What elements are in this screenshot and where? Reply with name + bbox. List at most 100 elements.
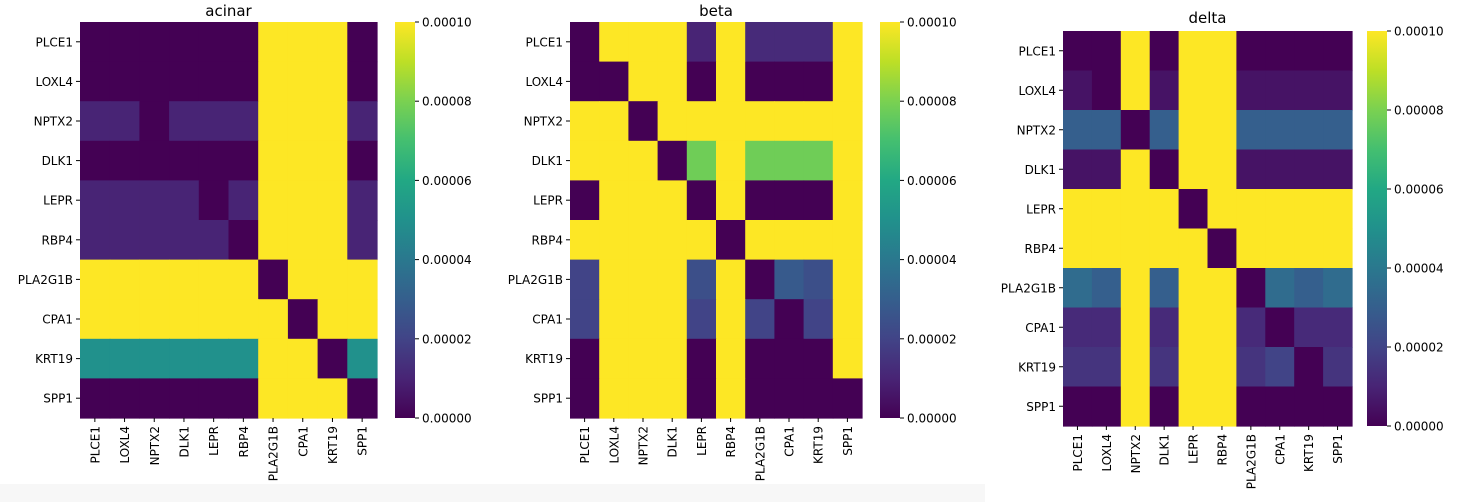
heatmap-cell <box>1178 347 1209 388</box>
heatmap-cell <box>599 22 629 63</box>
heatmap-cell <box>287 220 319 261</box>
heatmap-cell <box>169 22 200 63</box>
heatmap-cell <box>657 299 688 340</box>
colorbar-tick-label: 0.00002 <box>422 332 472 346</box>
heatmap-cell <box>745 338 775 379</box>
heatmap-cell <box>1294 189 1324 230</box>
heatmap-cell <box>1236 31 1266 72</box>
x-tick-label: PLCE1 <box>88 426 102 464</box>
heatmap-cell <box>1063 268 1093 309</box>
heatmap-cell <box>1236 347 1266 388</box>
heatmap-cell <box>198 22 230 63</box>
heatmap-cell <box>1265 149 1295 190</box>
heatmap-cell <box>1236 268 1266 309</box>
heatmap-cell <box>347 338 378 379</box>
heatmap-cell <box>599 140 629 181</box>
heatmap-cell <box>1323 31 1353 72</box>
heatmap-cell <box>287 101 319 142</box>
heatmap-cell <box>1149 189 1180 230</box>
x-tick-label: DLK1 <box>666 426 680 457</box>
heatmap-cell <box>169 101 200 142</box>
colorbar-tick-label: 0.00010 <box>1394 25 1444 39</box>
heatmap-cell <box>1120 189 1151 230</box>
heatmap-cell <box>832 220 863 261</box>
colorbar-tick-label: 0.00000 <box>907 412 957 426</box>
colorbar-tick-label: 0.00008 <box>1394 104 1444 118</box>
heatmap-cell <box>347 61 378 102</box>
heatmap-cell <box>347 220 378 261</box>
heatmap-cell <box>745 378 775 419</box>
heatmap-cell <box>1265 70 1295 111</box>
heatmap-cell <box>1149 268 1180 309</box>
heatmap-cell <box>774 378 805 419</box>
x-tick-label: DLK1 <box>177 426 191 457</box>
heatmap-cell <box>832 378 863 419</box>
y-tick-label: CPA1 <box>1025 321 1056 335</box>
heatmap-cell <box>317 180 348 221</box>
y-tick-label: DLK1 <box>42 154 73 168</box>
x-tick-label: KRT19 <box>326 426 340 464</box>
heatmap-cell <box>1063 31 1093 72</box>
heatmap-cell <box>80 299 111 340</box>
heatmap-cell <box>1294 386 1324 427</box>
heatmap-cell <box>198 140 230 181</box>
heatmap-cell <box>139 299 170 340</box>
bottom-strip <box>0 484 985 502</box>
heatmap-cell <box>1265 189 1295 230</box>
heatmap-cell <box>169 259 200 300</box>
heatmap-cell <box>716 259 746 300</box>
heatmap-cell <box>1091 268 1122 309</box>
x-tick-label: NPTX2 <box>148 426 162 465</box>
heatmap-cell <box>80 61 111 102</box>
heatmap-cell <box>1207 307 1237 348</box>
heatmap-cell <box>198 61 230 102</box>
heatmap-cell <box>628 22 659 63</box>
colorbar-tick-label: 0.00008 <box>907 95 957 109</box>
x-tick-label: SPP1 <box>841 426 855 456</box>
heatmap-cell <box>1091 228 1122 269</box>
heatmap-cell <box>80 101 111 142</box>
heatmap-cell <box>1323 189 1353 230</box>
heatmap-cell <box>570 61 600 102</box>
heatmap-cell <box>258 338 289 379</box>
heatmap-cell <box>139 22 170 63</box>
heatmap-cell <box>109 101 140 142</box>
colorbar-tick-label: 0.00000 <box>422 412 472 426</box>
colorbar-tick-label: 0.00002 <box>1394 341 1444 355</box>
x-tick-label: SPP1 <box>1331 434 1345 464</box>
heatmap-cell <box>570 338 600 379</box>
colorbar-tick-label: 0.00008 <box>422 95 472 109</box>
heatmap-cell <box>657 101 688 142</box>
heatmap-cell <box>774 140 805 181</box>
colorbar-tick-label: 0.00006 <box>422 174 472 188</box>
heatmap-cell <box>1149 386 1180 427</box>
heatmap-cell <box>347 140 378 181</box>
heatmap-cell <box>317 299 348 340</box>
heatmap-cell <box>109 61 140 102</box>
heatmap-cell <box>803 180 834 221</box>
heatmap-cell <box>1178 31 1209 72</box>
heatmap-cell <box>774 101 805 142</box>
x-tick-label: CPA1 <box>783 426 797 457</box>
heatmap-cell <box>258 378 289 419</box>
heatmap-cell <box>1207 189 1237 230</box>
heatmap-cell <box>80 180 111 221</box>
heatmap-cell <box>1178 268 1209 309</box>
heatmap-cell <box>1265 307 1295 348</box>
heatmap-cell <box>1120 307 1151 348</box>
y-tick-label: PLCE1 <box>1018 44 1056 58</box>
heatmap-cell <box>287 140 319 181</box>
heatmap-cell <box>686 220 717 261</box>
heatmap-cell <box>228 220 259 261</box>
heatmap-cell <box>228 22 259 63</box>
heatmap-cell <box>347 180 378 221</box>
y-tick-label: KRT19 <box>525 352 563 366</box>
heatmap-cell <box>287 259 319 300</box>
heatmap-cell <box>169 220 200 261</box>
heatmap-cell <box>287 61 319 102</box>
heatmap-cell <box>628 140 659 181</box>
y-tick-label: LOXL4 <box>36 75 73 89</box>
heatmap-cell <box>716 101 746 142</box>
heatmap-cell <box>716 338 746 379</box>
